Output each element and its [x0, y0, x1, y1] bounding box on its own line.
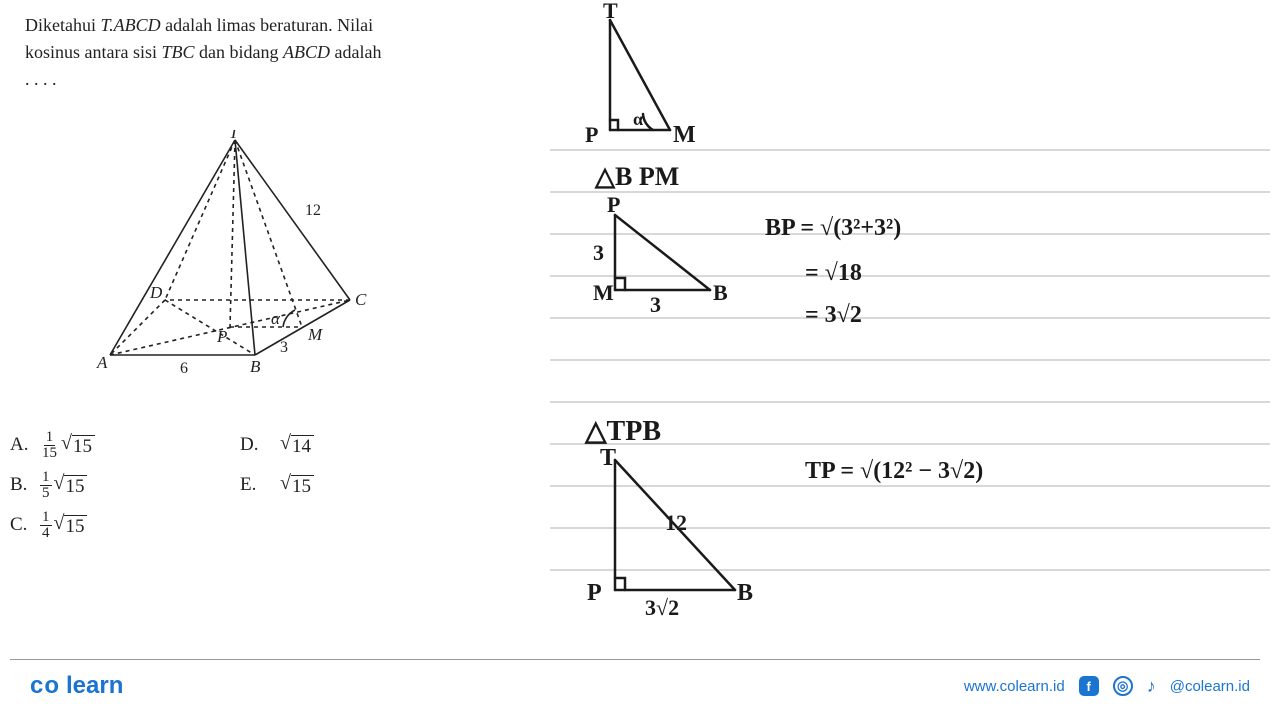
pyramid-figure: T A B C D P M α 12 6 3 — [95, 130, 395, 395]
problem-line-3: . . . . — [25, 66, 525, 93]
edge-label-12: 12 — [305, 202, 321, 219]
option-A: A. 115 15 — [10, 430, 240, 461]
svg-text:P: P — [607, 192, 620, 217]
vertex-D: D — [149, 283, 163, 302]
option-D: D. 14 — [240, 432, 390, 459]
tpb-title: △TPB — [584, 416, 661, 447]
svg-text:3√2: 3√2 — [645, 595, 679, 620]
vertex-B: B — [250, 357, 261, 376]
option-B: B. 15 15 — [10, 470, 240, 501]
bp-calc-2: = √18 — [805, 260, 862, 286]
svg-text:12: 12 — [665, 510, 687, 535]
svg-text:T: T — [603, 0, 618, 23]
edge-label-6: 6 — [180, 360, 188, 377]
point-P: P — [216, 327, 227, 346]
instagram-icon: ◎ — [1113, 676, 1133, 696]
vertex-A: A — [96, 353, 108, 372]
svg-text:T: T — [600, 445, 616, 471]
vertex-T: T — [229, 130, 240, 142]
problem-line-2: kosinus antara sisi TBC dan bidang ABCD … — [25, 39, 525, 66]
option-E: E. 15 — [240, 472, 390, 499]
svg-text:3: 3 — [593, 240, 604, 265]
vertex-C: C — [355, 290, 367, 309]
svg-text:P: P — [585, 122, 598, 147]
point-M: M — [307, 325, 323, 344]
footer: co learn www.colearn.id f ◎ ♪ @colearn.i… — [0, 672, 1280, 700]
facebook-icon: f — [1079, 676, 1099, 696]
option-C: C. 14 15 — [10, 510, 240, 541]
bp-calc-3: = 3√2 — [805, 302, 862, 328]
svg-text:M: M — [593, 280, 614, 305]
svg-text:α: α — [633, 109, 643, 129]
svg-text:M: M — [673, 122, 696, 148]
problem-line-1: Diketahui T.ABCD adalah limas beraturan.… — [25, 12, 525, 39]
footer-url: www.colearn.id — [964, 678, 1065, 695]
bpm-title: △B PM — [594, 162, 679, 191]
footer-handle: @colearn.id — [1170, 678, 1250, 695]
answer-options: A. 115 15 D. 14 B. 15 15 E. 15 C. 14 15 — [10, 425, 390, 545]
bp-calc-1: BP = √(3²+3²) — [765, 215, 901, 241]
footer-divider — [10, 659, 1260, 660]
problem-statement: Diketahui T.ABCD adalah limas beraturan.… — [25, 12, 525, 93]
svg-text:P: P — [587, 580, 602, 606]
edge-label-3: 3 — [280, 339, 288, 356]
svg-text:3: 3 — [650, 292, 661, 317]
logo-learn: learn — [66, 672, 123, 700]
svg-text:B: B — [713, 280, 728, 305]
tiktok-icon: ♪ — [1147, 676, 1156, 697]
handwritten-work: T P M α △B PM P M B 3 3 BP = √(3²+3²) = … — [555, 0, 1275, 660]
angle-alpha: α — [271, 309, 281, 328]
tp-calc: TP = √(12² − 3√2) — [805, 458, 983, 484]
logo-co: co — [30, 672, 60, 700]
svg-text:B: B — [737, 580, 753, 606]
